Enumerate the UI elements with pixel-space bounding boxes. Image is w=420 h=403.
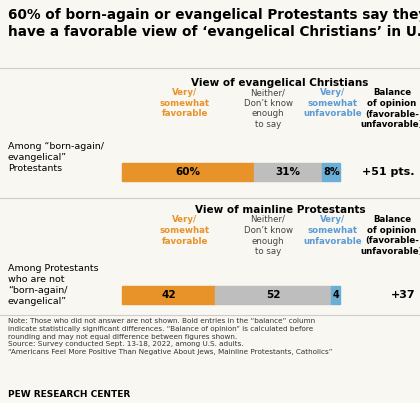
Text: 8%: 8% — [323, 167, 339, 177]
Text: Note: Those who did not answer are not shown. Bold entries in the “balance” colu: Note: Those who did not answer are not s… — [8, 318, 333, 355]
Text: Among Protestants
who are not
“born-again/
evangelical”: Among Protestants who are not “born-agai… — [8, 264, 99, 306]
Text: PEW RESEARCH CENTER: PEW RESEARCH CENTER — [8, 390, 130, 399]
Bar — [331, 286, 340, 304]
Text: View of evangelical Christians: View of evangelical Christians — [192, 78, 369, 88]
Text: Balance
of opinion
(favorable-
unfavorable): Balance of opinion (favorable- unfavorab… — [361, 215, 420, 256]
Bar — [122, 163, 254, 181]
Text: 60%: 60% — [176, 167, 201, 177]
Text: Very/
somewhat
unfavorable: Very/ somewhat unfavorable — [304, 88, 362, 118]
Text: 4: 4 — [332, 290, 339, 300]
Bar — [122, 286, 215, 304]
Text: View of mainline Protestants: View of mainline Protestants — [195, 205, 365, 215]
Text: 60% of born-again or evangelical Protestants say they
have a favorable view of ‘: 60% of born-again or evangelical Protest… — [8, 8, 420, 39]
Text: +51 pts.: +51 pts. — [362, 167, 415, 177]
Text: +37: +37 — [390, 290, 415, 300]
Text: 52: 52 — [266, 290, 281, 300]
Text: Among “born-again/
evangelical”
Protestants: Among “born-again/ evangelical” Protesta… — [8, 142, 104, 173]
Text: Very/
somewhat
favorable: Very/ somewhat favorable — [160, 215, 210, 245]
Text: Neither/
Don’t know
enough
to say: Neither/ Don’t know enough to say — [244, 88, 292, 129]
Text: Very/
somewhat
unfavorable: Very/ somewhat unfavorable — [304, 215, 362, 245]
Bar — [323, 163, 340, 181]
Text: Balance
of opinion
(favorable-
unfavorable): Balance of opinion (favorable- unfavorab… — [361, 88, 420, 129]
Text: 31%: 31% — [276, 167, 301, 177]
Text: Very/
somewhat
favorable: Very/ somewhat favorable — [160, 88, 210, 118]
Bar — [215, 286, 331, 304]
Text: Neither/
Don’t know
enough
to say: Neither/ Don’t know enough to say — [244, 215, 292, 256]
Text: 42: 42 — [161, 290, 176, 300]
Bar — [254, 163, 323, 181]
